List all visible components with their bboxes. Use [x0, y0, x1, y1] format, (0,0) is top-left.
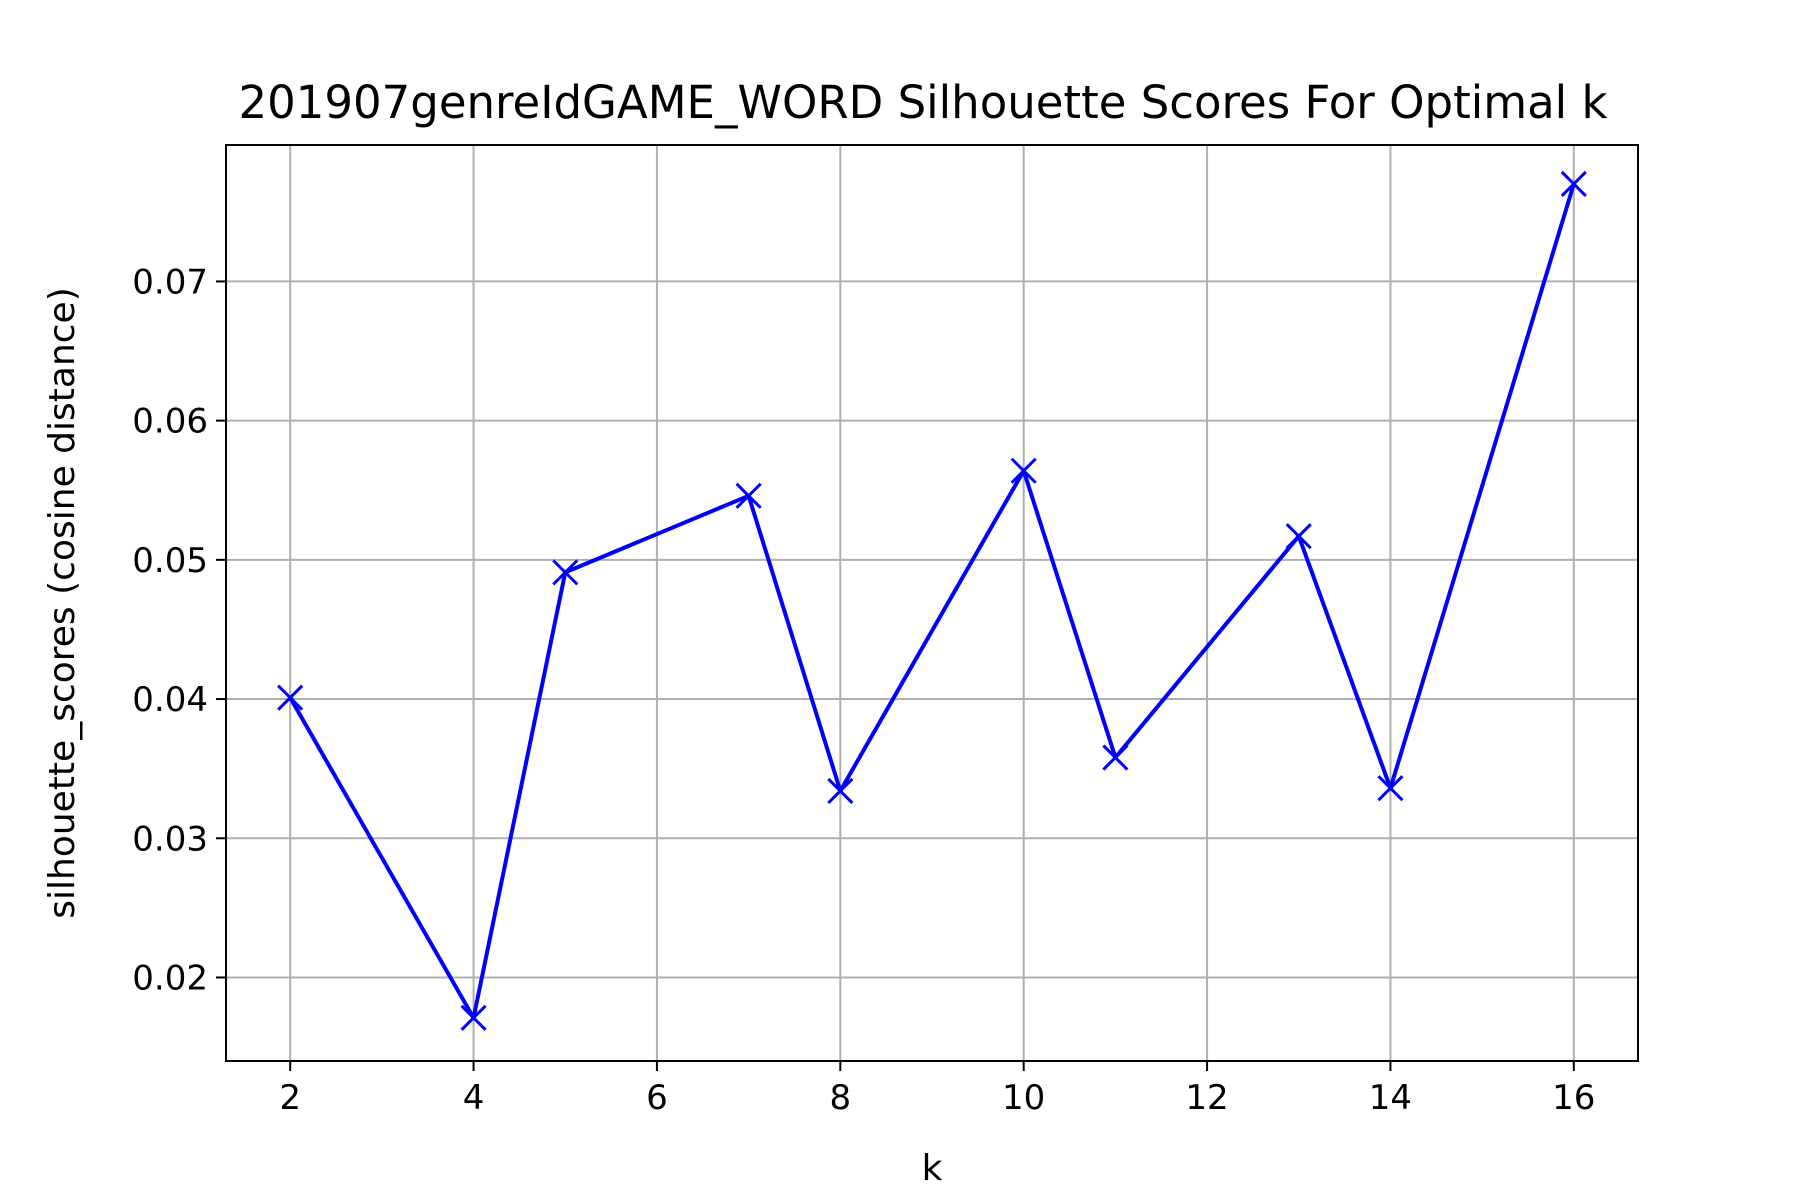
x-tick-label: 4 [463, 1078, 485, 1118]
data-point-marker [552, 559, 579, 586]
data-point-marker [1010, 457, 1037, 484]
x-tick-label: 2 [279, 1078, 301, 1118]
data-point-marker [1560, 170, 1587, 198]
data-point-marker [827, 777, 854, 804]
chart-title: 201907genreIdGAME_WORD Silhouette Scores… [238, 76, 1607, 129]
y-tick-label: 0.06 [132, 402, 208, 442]
y-tick-label: 0.02 [132, 958, 208, 998]
x-tick-label: 6 [646, 1078, 668, 1118]
y-tick-label: 0.05 [132, 541, 208, 581]
series-line [288, 183, 1576, 1020]
grid [226, 145, 1638, 1061]
axis-ticks: 2 4 6 8 10 12 14 16 0.02 0.03 0.04 0.05 0.06 0.07 [132, 262, 1595, 1118]
plot-frame [225, 144, 1639, 1062]
y-axis-label: silhouette_scores (cosine distance) [42, 287, 83, 919]
data-point-marker [735, 482, 762, 509]
data-point-marker [1102, 744, 1129, 771]
data-point-marker [277, 684, 304, 711]
y-tick-label: 0.04 [132, 680, 208, 720]
x-tick-label: 14 [1369, 1078, 1412, 1118]
x-tick-label: 8 [829, 1078, 851, 1118]
series-layer [277, 170, 1587, 1031]
data-point-marker [1377, 775, 1404, 802]
x-axis-label: k [922, 1148, 943, 1189]
x-tick-label: 12 [1185, 1078, 1228, 1118]
data-point-marker [460, 1004, 487, 1031]
y-tick-label: 0.07 [132, 262, 208, 302]
data-point-marker [1285, 523, 1312, 550]
y-tick-label: 0.03 [132, 819, 208, 859]
x-tick-label: 10 [1002, 1078, 1045, 1118]
x-tick-label: 16 [1552, 1078, 1595, 1118]
